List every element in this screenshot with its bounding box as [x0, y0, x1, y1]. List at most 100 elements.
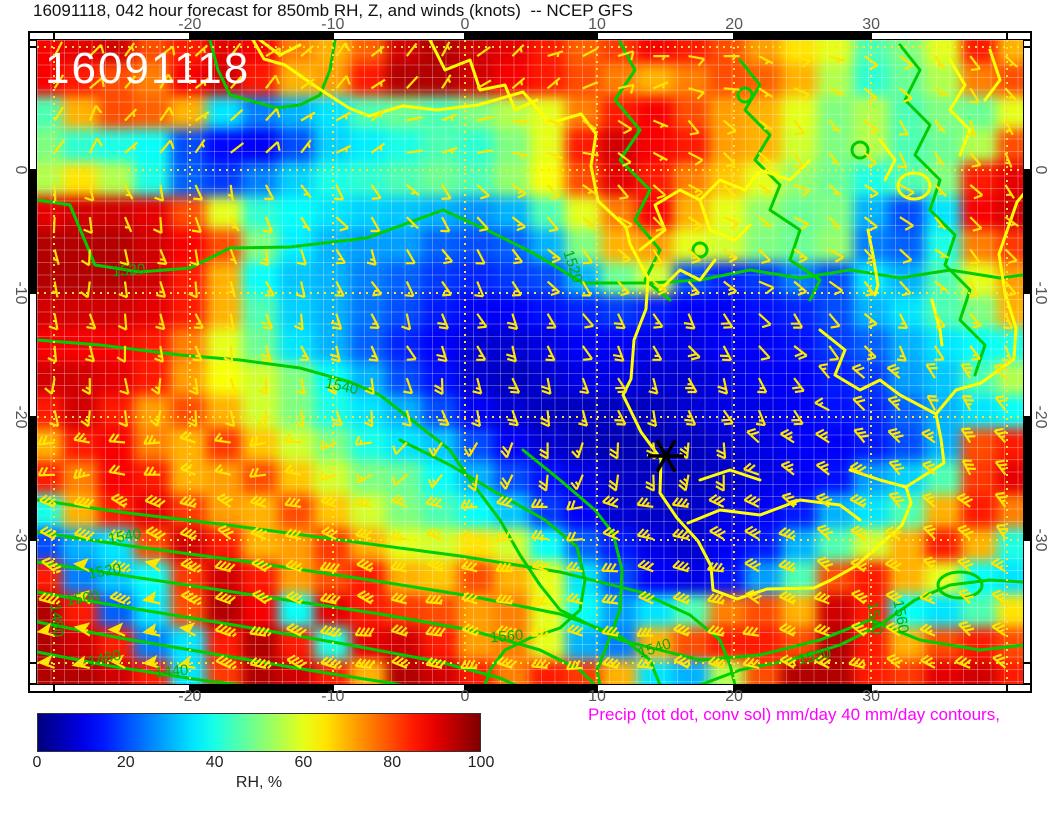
- wind-barb: [109, 591, 132, 606]
- latitude-gridline: [37, 415, 1023, 418]
- wind-barb: [154, 184, 165, 202]
- wind-barb: [248, 467, 267, 478]
- wind-barb: [227, 184, 234, 201]
- wind-barb: [321, 526, 339, 541]
- wind-barb: [969, 248, 981, 265]
- rh-cell: [385, 129, 423, 164]
- wind-barb: [617, 216, 633, 231]
- axis-tick-label: -30: [1032, 528, 1049, 552]
- wind-barb: [994, 395, 1008, 411]
- wind-barb: [969, 345, 981, 361]
- wind-barb: [118, 281, 129, 299]
- wind-barb: [320, 471, 337, 482]
- wind-barb: [958, 588, 975, 605]
- wind-barb: [828, 216, 841, 230]
- rh-cell: [170, 228, 208, 263]
- wind-barb: [285, 590, 304, 605]
- wind-barb: [896, 345, 907, 362]
- rh-cell: [673, 361, 711, 396]
- rh-cell: [37, 295, 64, 330]
- wind-barb: [601, 625, 620, 637]
- wind-barb: [816, 556, 834, 573]
- wind-barb: [934, 184, 948, 197]
- rh-cell: [924, 461, 962, 496]
- wind-barb: [530, 627, 549, 637]
- rh-cell: [242, 195, 279, 230]
- wind-barb: [652, 151, 668, 162]
- wind-barb: [108, 433, 126, 444]
- wind-barb: [578, 410, 589, 427]
- wind-barb: [257, 410, 267, 428]
- wind-barb: [899, 216, 914, 231]
- colorbar-tick-label: 0: [32, 754, 42, 771]
- rh-cell: [134, 228, 172, 263]
- rh-cell: [170, 162, 208, 197]
- height-contour-label: 1560: [489, 626, 525, 647]
- wind-barb: [474, 281, 485, 298]
- wind-barb: [851, 621, 868, 637]
- map-frame-segment: [29, 663, 37, 684]
- rh-cell: [349, 328, 387, 363]
- wind-barb: [719, 345, 733, 362]
- rh-cell: [637, 95, 675, 131]
- wind-barb: [229, 42, 242, 57]
- rh-cell: [493, 261, 531, 297]
- axis-tick-label: 0: [460, 688, 470, 705]
- wind-barb: [720, 313, 734, 329]
- wind-barb: [743, 493, 761, 508]
- wind-barb: [922, 524, 936, 540]
- wind-barb: [617, 50, 635, 61]
- wind-barb: [159, 45, 176, 57]
- wind-barb: [653, 55, 670, 61]
- wind-barb: [354, 496, 372, 508]
- wind-barb: [476, 345, 487, 361]
- wind-barb: [671, 497, 690, 508]
- wind-barb: [119, 249, 130, 266]
- wind-barb: [956, 492, 974, 508]
- wind-barb: [850, 557, 868, 573]
- rh-cell: [996, 129, 1023, 164]
- longitude-gridline: [596, 40, 599, 684]
- wind-barb: [707, 593, 725, 605]
- wind-barb: [294, 410, 305, 428]
- wind-barb: [887, 427, 904, 444]
- wind-barb: [815, 428, 830, 444]
- wind-barb: [897, 152, 908, 169]
- wind-barb: [687, 248, 702, 264]
- wind-barb: [828, 248, 844, 263]
- wind-barb: [154, 345, 164, 363]
- rh-cell: [745, 261, 782, 297]
- wind-barb: [370, 142, 386, 154]
- map-frame-segment: [29, 32, 54, 40]
- wind-barb: [960, 427, 976, 444]
- wind-barb: [476, 45, 491, 58]
- wind-barb: [757, 377, 768, 394]
- map-frame-segment: [597, 32, 735, 40]
- map-frame-segment: [29, 539, 37, 664]
- wind-barb: [957, 524, 974, 540]
- wind-barb: [261, 313, 274, 330]
- wind-barb: [401, 313, 412, 331]
- rh-cell: [62, 261, 100, 297]
- wind-barb: [636, 627, 654, 637]
- axis-tick-label: -10: [1032, 281, 1049, 305]
- wind-barb: [540, 377, 552, 395]
- rh-cell: [37, 461, 64, 496]
- wind-barb: [828, 119, 841, 134]
- map-frame-segment: [29, 293, 37, 417]
- wind-barb: [476, 79, 492, 90]
- rh-cell: [637, 162, 675, 197]
- height-contour-loop: [691, 241, 709, 259]
- wind-barb: [813, 591, 831, 605]
- wind-barb: [793, 248, 808, 264]
- wind-barb: [813, 623, 831, 637]
- map-frame-segment: [871, 684, 1008, 692]
- river: [983, 48, 1002, 102]
- wind-barb: [293, 313, 304, 331]
- rh-cell: [637, 527, 675, 562]
- wind-barb: [793, 152, 804, 168]
- axis-tick-label: 10: [588, 688, 606, 705]
- wind-barb: [124, 141, 139, 154]
- longitude-gridline: [331, 40, 334, 684]
- rh-cell: [134, 261, 172, 297]
